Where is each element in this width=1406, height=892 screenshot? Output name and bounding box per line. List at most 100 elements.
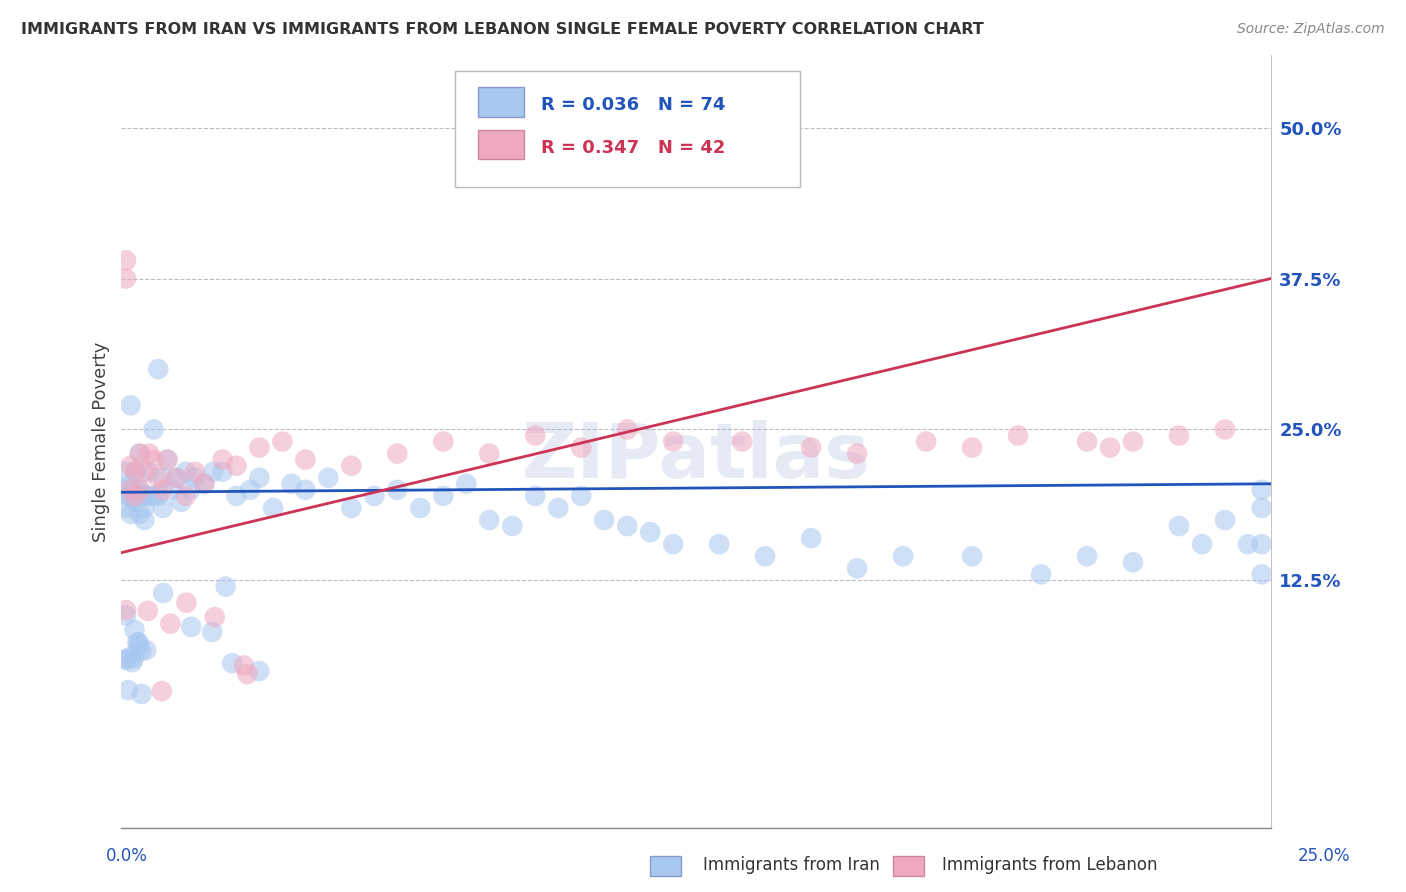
Point	[569, 441, 592, 455]
Point	[1007, 428, 1029, 442]
Text: Immigrants from Lebanon: Immigrants from Lebanon	[942, 856, 1157, 874]
Point	[121, 649, 143, 664]
Point	[478, 513, 501, 527]
Point	[569, 489, 592, 503]
Point	[846, 561, 869, 575]
Point	[211, 452, 233, 467]
Point	[134, 465, 156, 479]
Point	[1168, 519, 1191, 533]
Point	[124, 465, 146, 479]
Text: IMMIGRANTS FROM IRAN VS IMMIGRANTS FROM LEBANON SINGLE FEMALE POVERTY CORRELATIO: IMMIGRANTS FROM IRAN VS IMMIGRANTS FROM …	[21, 22, 984, 37]
Point	[340, 500, 363, 515]
Point	[128, 507, 150, 521]
Point	[115, 253, 138, 268]
Point	[138, 465, 160, 479]
Point	[138, 489, 160, 503]
Point	[1250, 567, 1272, 582]
Point	[135, 643, 157, 657]
Point	[616, 519, 638, 533]
Point	[1213, 422, 1236, 436]
Point	[170, 495, 193, 509]
Point	[120, 476, 142, 491]
Point	[134, 489, 156, 503]
Point	[1168, 428, 1191, 442]
Point	[524, 489, 547, 503]
Point	[142, 489, 165, 503]
Point	[115, 483, 138, 497]
Point	[115, 489, 138, 503]
Point	[432, 489, 454, 503]
Point	[152, 586, 174, 600]
Point	[202, 465, 225, 479]
Point	[127, 635, 149, 649]
Point	[120, 398, 142, 412]
Y-axis label: Single Female Poverty: Single Female Poverty	[93, 342, 110, 541]
Point	[363, 489, 385, 503]
Point	[800, 441, 823, 455]
Point	[1076, 549, 1098, 564]
Point	[124, 623, 146, 637]
Point	[120, 483, 142, 497]
Point	[193, 476, 215, 491]
Point	[148, 471, 170, 485]
Point	[294, 483, 316, 497]
Point	[1098, 441, 1121, 455]
Point	[148, 362, 170, 376]
Point	[152, 500, 174, 515]
Point	[215, 580, 238, 594]
Point	[1250, 483, 1272, 497]
Point	[501, 519, 523, 533]
Point	[709, 537, 731, 551]
Text: 0.0%: 0.0%	[105, 847, 148, 865]
Point	[115, 653, 138, 667]
Point	[128, 639, 150, 653]
Point	[115, 608, 138, 623]
Point	[115, 603, 138, 617]
Point	[127, 635, 149, 649]
Point	[478, 447, 501, 461]
Point	[1029, 567, 1052, 582]
Point	[247, 471, 270, 485]
Point	[152, 483, 174, 497]
Point	[233, 658, 256, 673]
Point	[387, 483, 409, 497]
Point	[409, 500, 432, 515]
Point	[593, 513, 616, 527]
Point	[1250, 500, 1272, 515]
Point	[204, 610, 226, 624]
Point	[179, 483, 201, 497]
FancyBboxPatch shape	[478, 87, 524, 117]
Point	[176, 596, 198, 610]
Point	[280, 476, 302, 491]
Point	[193, 476, 215, 491]
Point	[122, 651, 145, 665]
Point	[616, 422, 638, 436]
Point	[271, 434, 294, 449]
Point	[128, 447, 150, 461]
Text: 25.0%: 25.0%	[1298, 847, 1350, 865]
Point	[960, 549, 983, 564]
Point	[221, 656, 243, 670]
Point	[225, 458, 247, 473]
Point	[115, 500, 138, 515]
Point	[891, 549, 914, 564]
Point	[166, 471, 188, 485]
Point	[174, 465, 197, 479]
Point	[754, 549, 776, 564]
Point	[121, 655, 143, 669]
Point	[134, 500, 156, 515]
Point	[124, 495, 146, 509]
Point	[131, 644, 153, 658]
Text: Immigrants from Iran: Immigrants from Iran	[703, 856, 880, 874]
Point	[318, 471, 340, 485]
Point	[731, 434, 754, 449]
Point	[662, 537, 685, 551]
Point	[1122, 434, 1144, 449]
Point	[120, 507, 142, 521]
Point	[524, 428, 547, 442]
Point	[915, 434, 938, 449]
Point	[124, 489, 146, 503]
Point	[1122, 555, 1144, 569]
Point	[1076, 434, 1098, 449]
Point	[115, 271, 138, 285]
